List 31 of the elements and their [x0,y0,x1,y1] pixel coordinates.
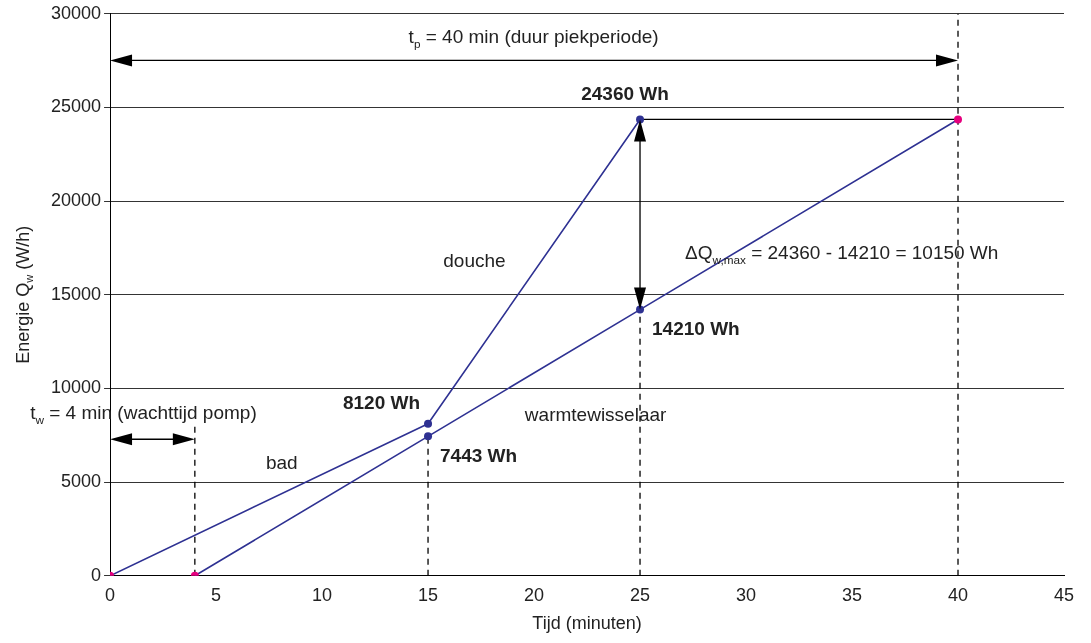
y-tick-label: 15000 [50,283,102,304]
point [424,419,433,428]
x-tick-label: 15 [418,584,439,605]
y-tick-label: 30000 [50,2,102,23]
y-tick-label: 10000 [50,377,102,398]
data-label: 8120 Wh [342,391,421,413]
x-tick-label: 45 [1053,584,1075,605]
y-tick-label: 5000 [61,471,102,492]
x-tick-label: 10 [312,584,333,605]
point [954,115,963,124]
point [424,432,433,441]
x-tick-label: 25 [630,584,651,605]
point [636,115,645,124]
x-tick-label: 35 [842,584,863,605]
annotation: warmtewisselaar [523,403,668,425]
x-tick-label: 40 [947,584,969,605]
x-tick-label: 0 [105,584,116,605]
x-axis-title: Tijd (minuten) [532,613,642,634]
x-tick-label: 5 [211,584,222,605]
x-tick-label: 20 [524,584,545,605]
x-tick-label: 30 [736,584,757,605]
y-tick-label: 0 [91,564,102,585]
data-label: 14210 Wh [652,317,740,339]
y-tick-label: 20000 [50,190,102,211]
y-axis-title: Energie Qw (W/h) [12,225,36,364]
data-label: 7443 Wh [440,444,518,466]
point [636,305,645,314]
annotation: bad [265,451,298,473]
annotation: douche [443,250,506,272]
y-tick-label: 25000 [50,96,102,117]
data-label: 24360 Wh [581,82,669,104]
